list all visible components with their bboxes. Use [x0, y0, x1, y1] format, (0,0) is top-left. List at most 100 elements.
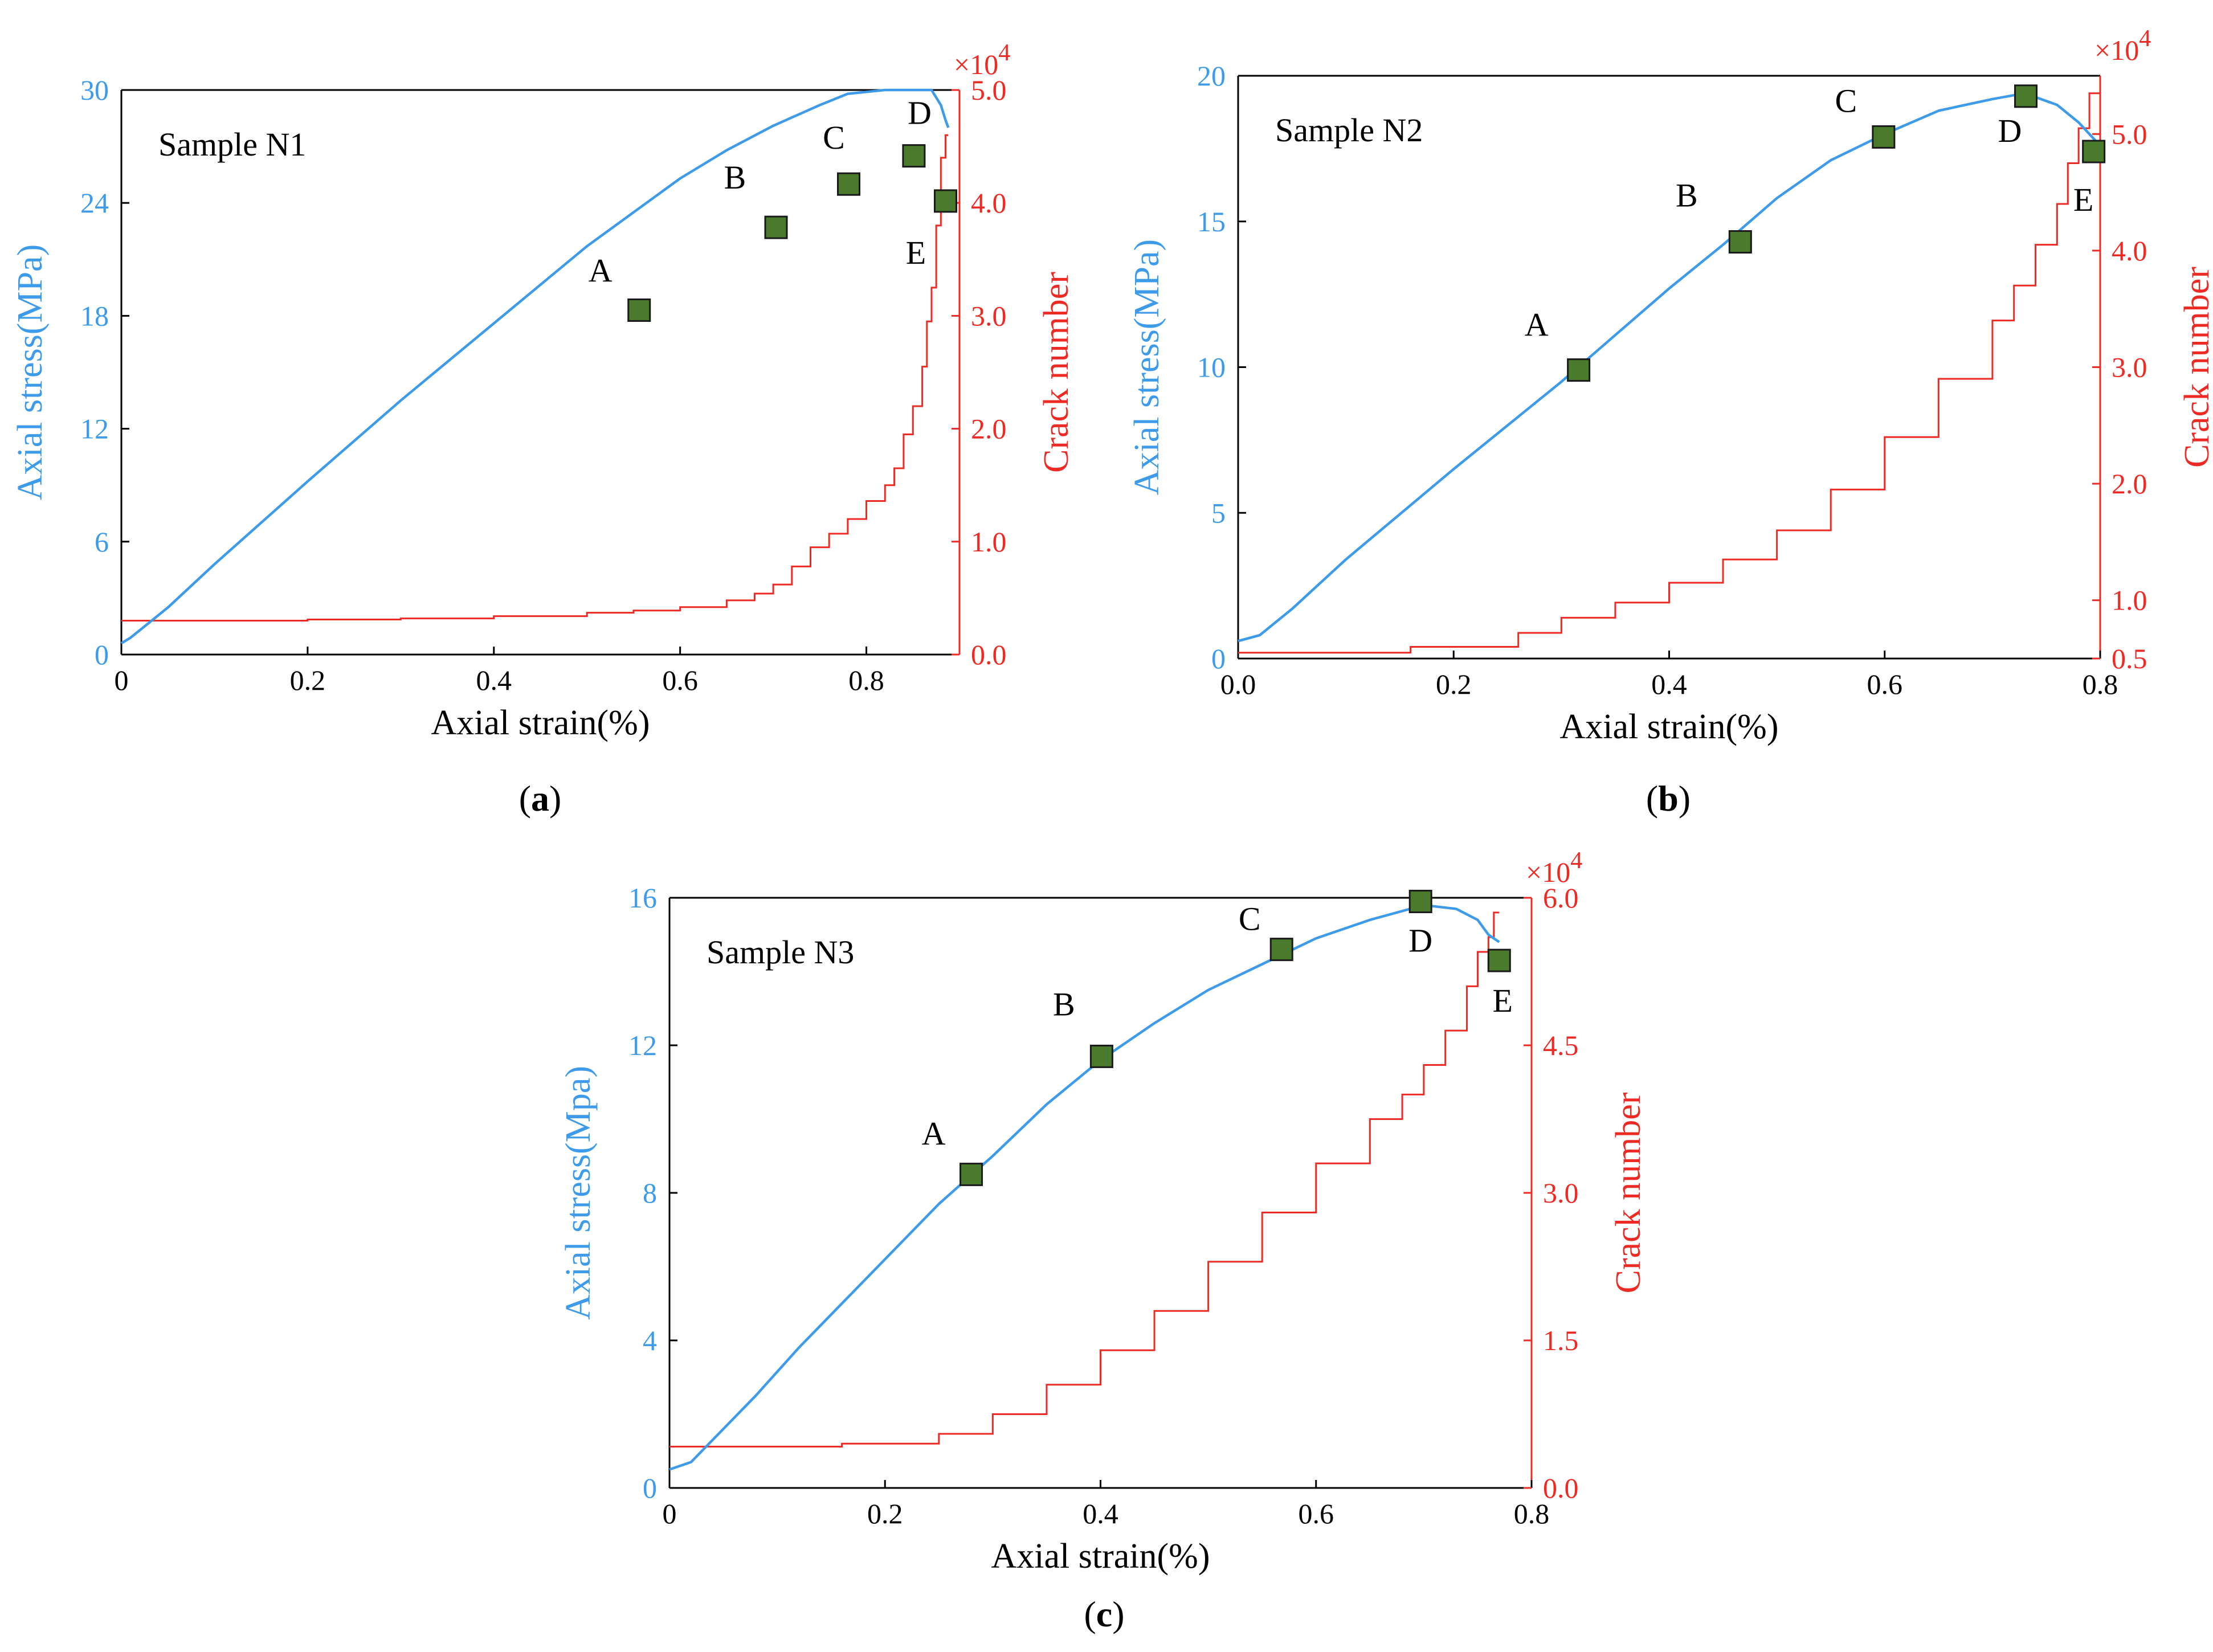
x-tick-label: 0.8	[2083, 668, 2118, 700]
crack-number-line	[669, 911, 1500, 1447]
y-axis-label: Axial stress(Mpa)	[559, 1066, 598, 1320]
point-label-b: B	[1053, 986, 1075, 1023]
point-marker-a	[1567, 358, 1591, 382]
y2-multiplier: ×104	[954, 40, 1010, 80]
y-tick-label: 12	[80, 413, 109, 445]
crack-number-line	[121, 134, 949, 622]
y2-tick-label: 4.0	[2112, 235, 2147, 267]
y2-tick-label: 4.5	[1543, 1029, 1579, 1061]
point-marker-c	[1269, 938, 1293, 962]
x-tick-label: 0.4	[1651, 668, 1687, 700]
x-axis-label: Axial strain(%)	[991, 1537, 1210, 1576]
y-tick-label: 18	[80, 300, 109, 332]
y-tick-label: 20	[1197, 60, 1226, 92]
caption-letter: a	[531, 778, 549, 819]
sample-annotation: Sample N2	[1275, 112, 1423, 149]
y-axis-label: Axial stress(MPa)	[11, 244, 50, 500]
y2-tick-label: 0.5	[2112, 643, 2147, 674]
caption-open: (	[1084, 1594, 1096, 1634]
y2-tick-label: 3.0	[1543, 1177, 1579, 1209]
x-axis-label: Axial strain(%)	[431, 704, 650, 742]
x-tick-label: 0.2	[290, 664, 326, 696]
point-marker-b	[1728, 230, 1752, 254]
sample-annotation: Sample N3	[707, 934, 854, 971]
x-axis-label: Axial strain(%)	[1560, 708, 1779, 746]
caption-close: )	[549, 778, 561, 819]
y2-multiplier: ×104	[1526, 848, 1582, 888]
point-marker-e	[2082, 140, 2106, 163]
x-tick-label: 0.6	[662, 664, 698, 696]
y-axis-label: Axial stress(MPa)	[1128, 239, 1166, 495]
x-tick-label: 0.6	[1867, 668, 1903, 700]
y-tick-label: 30	[80, 74, 109, 106]
y2-axis-label: Crack number	[1609, 1092, 1648, 1293]
caption-open: (	[1646, 778, 1658, 819]
y2-tick-label: 4.0	[971, 187, 1007, 219]
y-tick-label: 0	[95, 639, 109, 670]
y2-multiplier-exponent: 4	[1570, 848, 1582, 874]
point-label-a: A	[589, 252, 613, 289]
y2-tick-label: 1.0	[2112, 584, 2147, 616]
panel-caption: (a)	[519, 778, 562, 819]
y-tick-label: 12	[628, 1029, 657, 1061]
point-marker-d	[1408, 889, 1432, 913]
point-marker-e	[933, 189, 957, 213]
point-marker-e	[1487, 948, 1511, 972]
y2-tick-label: 3.0	[2112, 351, 2147, 383]
y-tick-label: 8	[643, 1177, 657, 1209]
y2-multiplier: ×104	[2094, 26, 2151, 66]
y-tick-label: 4	[643, 1324, 657, 1356]
point-label-c: C	[1239, 901, 1261, 938]
x-tick-label: 0.8	[848, 664, 884, 696]
y2-tick-label: 5.0	[971, 74, 1007, 106]
y2-tick-label: 0.0	[971, 639, 1007, 670]
y-tick-label: 6	[95, 526, 109, 558]
point-label-b: B	[724, 159, 746, 196]
x-tick-label: 0	[115, 664, 129, 696]
point-marker-d	[902, 144, 926, 168]
chart-panel-a: 0 0.2 0.4 0.6 0.8 0 6 12 18 24 30 0.0 1.0 2.0 3.0 4.0 5.…	[11, 40, 1076, 819]
axial-stress-line	[1238, 92, 2101, 643]
point-label-c: C	[823, 119, 845, 156]
point-label-c: C	[1835, 82, 1857, 119]
point-label-d: D	[908, 95, 932, 132]
axial-stress-line	[120, 88, 950, 645]
point-marker-c	[837, 172, 861, 196]
x-tick-label: 0.6	[1299, 1498, 1334, 1530]
x-tick-label: 0.2	[867, 1498, 903, 1530]
y-tick-label: 5	[1211, 497, 1226, 529]
panel-caption: (b)	[1646, 778, 1691, 819]
caption-close: )	[1112, 1594, 1124, 1634]
point-label-e: E	[906, 234, 926, 271]
point-label-e: E	[1493, 982, 1513, 1019]
y-tick-label: 16	[628, 882, 657, 914]
point-marker-c	[1872, 125, 1896, 149]
point-label-a: A	[922, 1115, 946, 1152]
x-tick-label: 0.8	[1514, 1498, 1550, 1530]
y2-axis-label: Crack number	[1037, 272, 1076, 473]
point-marker-d	[2014, 84, 2038, 108]
chart-panel-c: 0 0.2 0.4 0.6 0.804812160.01.53.04.56.0×104A…	[559, 848, 1648, 1634]
y2-tick-label: 5.0	[2112, 118, 2147, 150]
x-tick-label: 0.2	[1436, 668, 1472, 700]
y2-tick-label: 3.0	[971, 300, 1007, 332]
y2-tick-label: 1.5	[1543, 1324, 1579, 1356]
y-tick-label: 0	[643, 1472, 657, 1504]
point-label-e: E	[2073, 181, 2093, 218]
crack-number-line	[1238, 92, 2100, 654]
point-label-d: D	[1998, 112, 2022, 149]
point-marker-b	[1089, 1044, 1113, 1068]
point-label-b: B	[1676, 177, 1698, 214]
y2-multiplier-base: ×10	[1526, 856, 1570, 888]
y2-multiplier-exponent: 4	[998, 40, 1010, 66]
y2-tick-label: 2.0	[971, 413, 1007, 445]
point-marker-a	[959, 1163, 983, 1187]
y2-tick-label: 2.0	[2112, 468, 2147, 500]
y2-multiplier-exponent: 4	[2139, 26, 2151, 52]
point-marker-a	[627, 298, 651, 322]
y2-tick-label: 0.0	[1543, 1472, 1579, 1504]
y2-tick-label: 6.0	[1543, 882, 1579, 914]
sample-annotation: Sample N1	[158, 126, 306, 163]
caption-open: (	[519, 778, 531, 819]
